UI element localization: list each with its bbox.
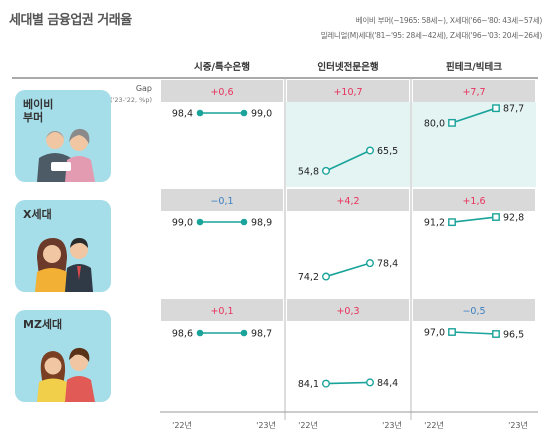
data-label: 98,9 xyxy=(251,218,272,229)
series-line xyxy=(325,262,371,278)
data-point xyxy=(196,109,204,117)
gen-label-babyboomer: 베이비 부머 xyxy=(23,98,54,125)
gap-band xyxy=(161,189,283,211)
gap-value: +4,2 xyxy=(336,196,359,207)
data-point xyxy=(240,218,248,226)
data-label: 84,4 xyxy=(377,378,398,389)
legend-line-1: 베이비 부머(~1965: 58세~), X세대('66~'80: 43세~57… xyxy=(355,16,543,25)
gap-band xyxy=(413,80,535,102)
data-point xyxy=(366,146,375,155)
gap-value: −0,5 xyxy=(462,306,485,317)
data-point xyxy=(322,272,331,281)
column-header: 시중/특수은행 xyxy=(194,61,250,73)
gap-band xyxy=(161,299,283,321)
gen-badge-mz: MZ세대 xyxy=(15,310,111,402)
babyboomer-couple-illustration xyxy=(37,128,95,182)
gap-value: +10,7 xyxy=(333,87,362,98)
x-tick-label: '23년 xyxy=(508,420,528,430)
data-point xyxy=(240,329,248,337)
gap-band xyxy=(287,80,409,102)
column-header: 인터넷전문은행 xyxy=(317,61,378,73)
data-point xyxy=(492,104,500,113)
gap-value: +1,6 xyxy=(462,196,485,207)
data-label: 87,7 xyxy=(503,104,524,115)
gap-value: +7,7 xyxy=(462,87,485,98)
data-label: 98,6 xyxy=(172,329,193,340)
gap-sub-label: ('23-'22, %p) xyxy=(110,96,152,104)
data-point xyxy=(196,218,204,226)
series-line xyxy=(451,331,497,335)
data-label: 80,0 xyxy=(424,118,445,129)
series-line xyxy=(325,149,371,172)
data-label: 54,8 xyxy=(298,166,319,177)
data-label: 98,4 xyxy=(172,109,193,120)
data-label: 97,0 xyxy=(424,328,445,339)
data-point xyxy=(448,218,456,227)
gap-label: Gap xyxy=(136,84,152,93)
gen-label-mz: MZ세대 xyxy=(23,318,63,331)
data-label: 84,1 xyxy=(298,379,319,390)
mz-generation-couple-illustration xyxy=(37,347,95,402)
gen-badge-x: X세대 xyxy=(15,200,111,292)
data-label: 91,2 xyxy=(424,218,445,229)
data-point xyxy=(322,379,331,388)
legend-line-2: 밀레니얼(M)세대('81~'95: 28세~42세), Z세대('96~'03… xyxy=(320,31,543,40)
data-point xyxy=(240,109,248,117)
data-point xyxy=(492,213,500,221)
data-point xyxy=(448,118,456,127)
series-line xyxy=(451,107,497,124)
data-label: 99,0 xyxy=(251,109,272,120)
data-label: 65,5 xyxy=(377,146,398,157)
data-label: 74,2 xyxy=(298,272,319,283)
data-label: 92,8 xyxy=(503,213,524,224)
gap-value: +0,6 xyxy=(210,87,233,98)
data-label: 98,7 xyxy=(251,329,272,340)
x-generation-couple-illustration xyxy=(35,238,93,292)
x-tick-label: '22년 xyxy=(424,420,444,430)
x-tick-label: '23년 xyxy=(382,420,402,430)
x-tick-label: '22년 xyxy=(172,420,192,430)
gap-band xyxy=(287,299,409,321)
data-label: 99,0 xyxy=(172,218,193,229)
gap-band xyxy=(413,299,535,321)
data-point xyxy=(196,329,204,337)
x-tick-label: '23년 xyxy=(256,420,276,430)
data-point xyxy=(366,378,375,387)
gen-badge-babyboomer: 베이비 부머 xyxy=(15,90,111,182)
gap-value: +0,1 xyxy=(210,306,233,317)
data-label: 78,4 xyxy=(377,259,398,270)
column-header: 핀테크/빅테크 xyxy=(446,61,502,73)
series-line xyxy=(325,381,371,385)
x-tick-label: '22년 xyxy=(298,420,318,430)
data-label: 96,5 xyxy=(503,330,524,341)
data-point xyxy=(322,166,331,175)
gap-value: +0,3 xyxy=(336,306,359,317)
highlight-area xyxy=(286,102,410,187)
gap-band xyxy=(161,80,283,102)
gap-value: −0,1 xyxy=(210,196,233,207)
gap-band xyxy=(413,189,535,211)
data-point xyxy=(492,330,500,338)
gen-label-x: X세대 xyxy=(23,208,52,221)
gap-band xyxy=(287,189,409,211)
data-point xyxy=(448,328,456,336)
data-point xyxy=(366,259,375,268)
chart-title: 세대별 금융업권 거래율 xyxy=(9,13,132,28)
series-line xyxy=(451,216,497,223)
